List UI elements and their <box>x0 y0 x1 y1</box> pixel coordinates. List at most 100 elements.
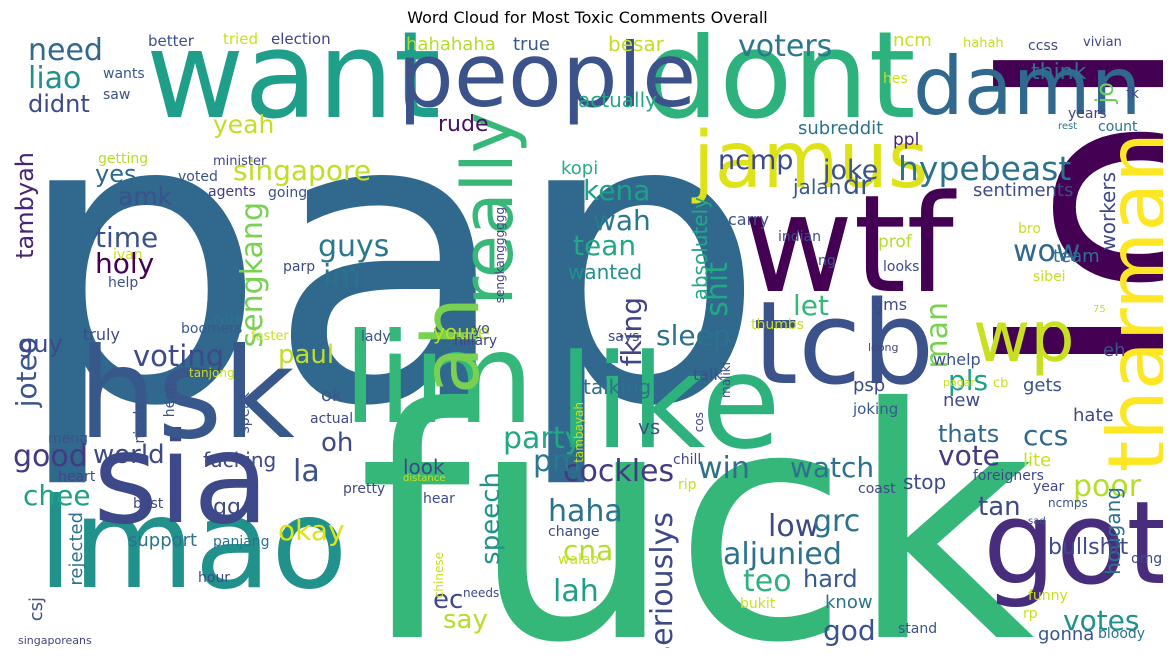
word-cloud-word: stand <box>898 621 938 637</box>
word-cloud-word: sengkang <box>235 202 270 348</box>
word-cloud-word: pls <box>948 364 989 397</box>
word-cloud-word: amk <box>118 182 173 211</box>
word-cloud-word: getting <box>98 151 149 167</box>
word-cloud-word: talk <box>693 365 723 384</box>
word-cloud-word: votes <box>1063 604 1140 637</box>
word-cloud-word: leong <box>868 341 899 354</box>
word-cloud-word: going <box>268 185 308 201</box>
word-cloud-word: ccs <box>1023 419 1069 452</box>
word-cloud-word: sibei <box>1033 269 1066 285</box>
word-cloud-word: thats <box>938 420 1000 448</box>
word-cloud-word: poor <box>1073 469 1142 504</box>
word-cloud-word: hate <box>1073 405 1114 426</box>
word-cloud-word: chinese <box>432 552 446 599</box>
word-cloud-word: dont <box>643 32 916 146</box>
word-cloud-word: la <box>293 454 320 489</box>
word-cloud-word: election <box>271 32 331 48</box>
word-cloud-word: hahahaha <box>406 34 496 55</box>
word-cloud-word: vote <box>938 439 1000 472</box>
word-cloud-word: paul <box>278 340 335 370</box>
word-cloud-word: fk <box>1126 86 1140 102</box>
word-cloud-word: voters <box>738 32 833 64</box>
word-cloud-word: best <box>133 496 164 512</box>
word-cloud-word: workers <box>1096 172 1120 251</box>
word-cloud-word: whelp <box>933 350 981 369</box>
word-cloud-word: aljunied <box>723 537 842 572</box>
word-cloud-word: ncmps <box>1048 496 1088 510</box>
word-cloud-word: boomers <box>181 321 243 337</box>
word-cloud-word: walao <box>558 552 600 568</box>
word-cloud-word: low <box>768 509 820 544</box>
figure-title: Word Cloud for Most Toxic Comments Overa… <box>407 8 768 27</box>
word-cloud-word: ncmp <box>718 145 794 176</box>
word-cloud-word: new <box>943 390 981 411</box>
word-cloud-word: haha <box>548 494 623 529</box>
word-cloud-word: holy <box>95 247 155 280</box>
word-cloud-word: hougang <box>1101 487 1125 575</box>
word-cloud-word: actually <box>578 88 657 112</box>
word-cloud-word: stop <box>903 470 947 494</box>
word-cloud-word: sentiments <box>973 180 1074 201</box>
word-cloud-word: seriouslys <box>645 512 680 648</box>
word-cloud-word: support <box>128 530 198 551</box>
word-cloud-word: tan <box>978 492 1021 522</box>
word-cloud-word: lady <box>361 329 391 345</box>
word-cloud-word: hear <box>423 491 455 507</box>
word-cloud-word: guy <box>18 330 63 358</box>
word-cloud-word: looks <box>883 259 920 275</box>
word-cloud-word: indian <box>778 229 821 245</box>
word-cloud-word: bullshit <box>1048 535 1129 560</box>
word-cloud-word: subreddit <box>798 118 884 139</box>
word-cloud-word: need <box>28 33 103 68</box>
word-cloud-word: rip <box>678 477 697 493</box>
word-cloud-word: like <box>558 326 781 478</box>
word-cloud-word: cos <box>692 412 706 433</box>
word-cloud-word: damn <box>913 40 1142 133</box>
word-cloud-word: fucking <box>203 448 277 472</box>
word-cloud-word: wp <box>973 296 1075 378</box>
word-cloud-word: thumbs <box>751 317 805 333</box>
word-cloud-word: rp <box>1023 606 1038 622</box>
word-cloud-word: distance <box>403 473 446 484</box>
word-cloud-word: lite <box>1023 450 1052 471</box>
word-cloud-word: hes <box>883 71 908 87</box>
word-cloud-word: tried <box>223 32 258 48</box>
word-cloud-word: rejected <box>66 512 87 586</box>
word-cloud-word: oh <box>321 428 354 458</box>
word-cloud-word: yo <box>473 321 490 337</box>
word-cloud-word: tambyah <box>13 152 39 259</box>
word-cloud-word: really <box>447 112 529 306</box>
word-cloud-word: omg <box>1131 551 1163 567</box>
word-cloud-word: change <box>548 524 600 540</box>
word-cloud-word: singaporeans <box>18 634 92 647</box>
word-cloud-word: pap <box>13 32 766 494</box>
word-cloud-word: tcb <box>753 277 935 411</box>
word-cloud-word: speak <box>237 392 253 434</box>
word-cloud-word: team <box>1053 246 1100 267</box>
word-cloud-word: pagar <box>943 376 975 389</box>
word-cloud-word: tanjong <box>189 366 235 380</box>
word-cloud-word: sia <box>93 407 270 552</box>
word-cloud-word: wanted <box>568 260 643 284</box>
word-cloud-word: say <box>443 605 488 635</box>
word-cloud-word: rest <box>1058 121 1078 132</box>
word-cloud-word: sengkangggggg <box>493 207 507 304</box>
word-cloud-word: gms <box>873 295 908 314</box>
word-cloud-word: parp <box>283 259 316 275</box>
word-cloud-word: needs <box>463 586 500 600</box>
word-cloud-word: voted <box>178 169 218 185</box>
word-cloud-word: old <box>213 310 241 331</box>
word-cloud-word: guys <box>318 229 390 264</box>
word-cloud-word: years <box>1068 106 1107 122</box>
word-cloud-word: sad <box>1028 516 1046 527</box>
word-cloud-word: absolutely <box>688 197 712 301</box>
word-cloud-word: minister <box>213 154 267 169</box>
word-cloud-word: win <box>698 451 750 486</box>
word-cloud-word: fuck <box>358 341 1035 648</box>
word-cloud-word: god <box>823 614 876 647</box>
word-cloud-word: csj <box>26 597 47 622</box>
word-cloud-word: pretty <box>343 481 386 497</box>
word-cloud-word: tambayah <box>572 402 586 463</box>
word-cloud-word: chill <box>673 452 702 468</box>
word-cloud-word: ng <box>818 253 836 269</box>
